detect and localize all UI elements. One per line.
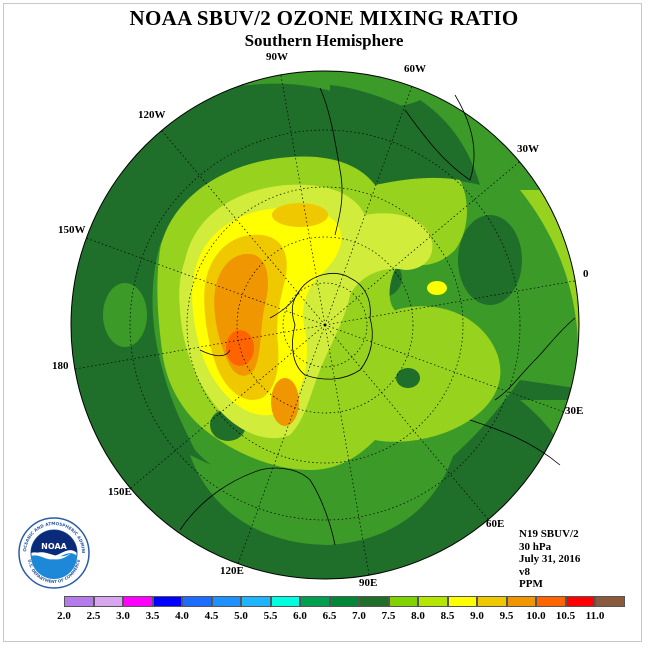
page-frame (3, 3, 642, 642)
colorbar-tick-label: 3.5 (145, 610, 160, 622)
colorbar-tick-label: 8.5 (440, 610, 455, 622)
colorbar-tick-label: 9.0 (470, 610, 484, 622)
colorbar-segment (565, 596, 595, 607)
colorbar-tick-label: 8.0 (411, 610, 425, 622)
colorbar-tick-label: 7.0 (352, 610, 366, 622)
map-info-block: N19 SBUV/2 30 hPa July 31, 2016 v8 PPM (519, 528, 580, 591)
lat-circle-60 (186, 186, 464, 464)
lon-label-30w: 30W (517, 143, 539, 155)
colorbar-tick-label: 5.0 (234, 610, 248, 622)
colorbar-ticks: 2.0 2.5 3.0 3.5 4.0 4.5 5.0 5.5 6.0 6.5 7.0 7.5 8.0 8… (0, 610, 648, 624)
colorbar-tick-label: 3.0 (116, 610, 130, 622)
contour-band-7-0-southpac (190, 450, 455, 545)
lon-label-90e: 90E (359, 577, 378, 589)
colorbar-segment (418, 596, 448, 607)
contour-band-8-5-spot (427, 281, 447, 295)
contour-band-6-5-andes (330, 85, 445, 190)
logo-sky (31, 530, 77, 557)
south-america-coast-west (319, 87, 343, 236)
colorbar-tick-label: 7.5 (381, 610, 396, 622)
colorbar-tick-label: 2.0 (57, 610, 71, 622)
africa-coast (494, 317, 576, 401)
colorbar-segment (477, 596, 507, 607)
info-level: 30 hPa (519, 540, 552, 553)
info-date: July 31, 2016 (519, 553, 581, 565)
lat-circle-80 (282, 282, 368, 368)
south-america-coast-east (404, 94, 475, 181)
colorbar-segment (329, 596, 359, 607)
contour-band-9-5-b (226, 271, 250, 299)
colorbar-segment (64, 596, 94, 607)
contour-band-9-5-south (271, 378, 299, 426)
info-version: v8 (519, 565, 530, 578)
contour-band-7-0-pacific (103, 283, 147, 347)
map-title: NOAA SBUV/2 OZONE MIXING RATIO (129, 6, 519, 30)
lat-circle-50 (129, 129, 521, 521)
colorbar-segment (241, 596, 271, 607)
lon-label-120e: 120E (220, 565, 244, 577)
lat-circle-70 (236, 236, 414, 414)
colorbar-segment (211, 596, 241, 607)
colorbar-segment (447, 596, 477, 607)
colorbar-segment (93, 596, 123, 607)
lon-label-180: 180 (52, 360, 69, 372)
colorbar-segment (359, 596, 389, 607)
colorbar-segment (300, 596, 330, 607)
nz-coast (199, 349, 231, 357)
lon-label-60e: 60E (486, 518, 505, 530)
lon-label-0: 0 (583, 268, 589, 280)
info-units: PPM (519, 578, 543, 590)
map-disk-outline (70, 70, 580, 580)
colorbar-segment (536, 596, 566, 607)
colorbar-tick-label: 9.5 (499, 610, 514, 622)
madagascar-coast (469, 419, 561, 466)
contour-band-6-5-small (396, 368, 420, 388)
lon-label-60w: 60W (404, 63, 426, 75)
lon-label-90w: 90W (266, 51, 288, 63)
info-satellite: N19 SBUV/2 (519, 528, 579, 540)
colorbar (64, 596, 625, 607)
logo-text: NOAA (41, 542, 67, 551)
colorbar-segment (182, 596, 212, 607)
colorbar-segment (506, 596, 536, 607)
colorbar-tick-label: 4.5 (204, 610, 219, 622)
colorbar-segment (270, 596, 300, 607)
lon-label-30e: 30E (565, 405, 584, 417)
contour-band-6-5-atlantic (458, 215, 522, 305)
colorbar-segment (595, 596, 625, 607)
colorbar-tick-label: 6.0 (293, 610, 307, 622)
colorbar-segment (388, 596, 418, 607)
latitude-circles (129, 129, 521, 521)
logo-sea (31, 553, 77, 579)
colorbar-tick-label: 10.0 (526, 610, 546, 622)
contour-band-9-0-north (272, 203, 328, 227)
noaa-logo: NATIONAL OCEANIC AND ATMOSPHERIC ADMINIS… (17, 516, 90, 589)
antarctica-coast (291, 273, 373, 380)
colorbar-segment (152, 596, 182, 607)
lon-label-120w: 120W (138, 109, 166, 121)
lon-label-150w: 150W (58, 224, 86, 236)
map-subtitle: Southern Hemisphere (244, 31, 404, 50)
colorbar-tick-label: 4.0 (175, 610, 189, 622)
lon-label-150e: 150E (108, 486, 132, 498)
colorbar-tick-label: 11.0 (585, 610, 605, 622)
colorbar-segment (123, 596, 153, 607)
logo-bird-icon (37, 552, 71, 560)
colorbar-tick-label: 10.5 (555, 610, 576, 622)
colorbar-tick-label: 5.5 (263, 610, 278, 622)
colorbar-tick-label: 6.5 (322, 610, 337, 622)
colorbar-tick-label: 2.5 (86, 610, 101, 622)
contour-band-6-5-outer (71, 83, 579, 579)
australia-coast (179, 467, 336, 546)
